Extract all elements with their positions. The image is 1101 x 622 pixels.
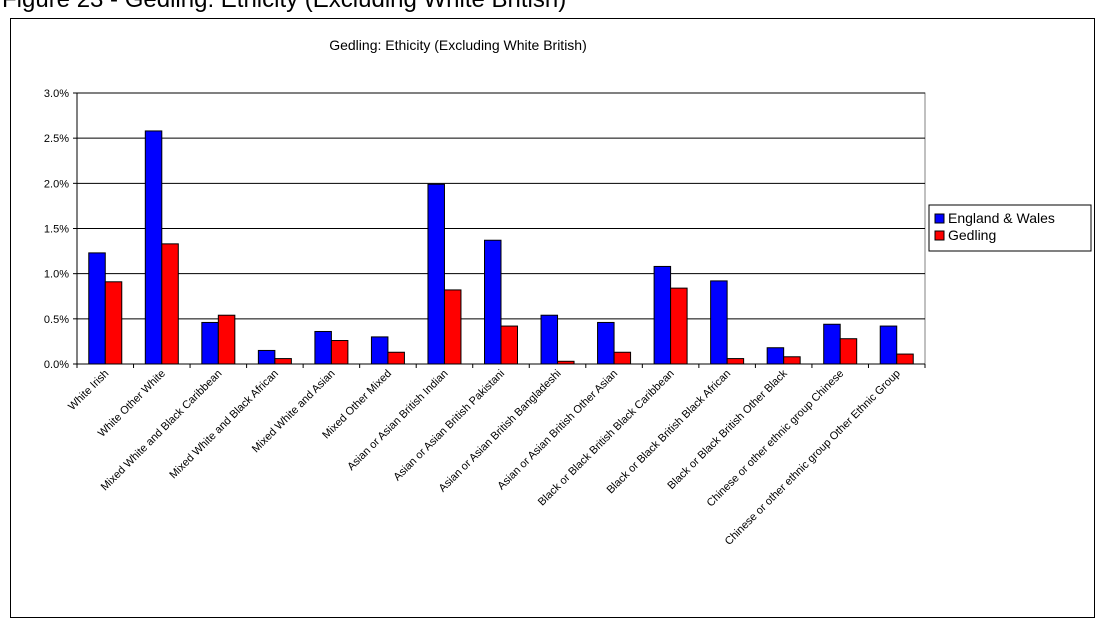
legend-swatch [934, 213, 945, 224]
y-axis: 0.0% 0.5% 1.0% 1.5% 2.0% 2.5% 3.0% [44, 88, 78, 371]
bar-england-wales [88, 252, 106, 365]
bar-england-wales [597, 321, 615, 365]
bar-gedling [726, 358, 745, 365]
y-tick-label: 0.5% [44, 314, 69, 326]
bar-gedling [161, 243, 179, 365]
bar-gedling [896, 353, 914, 365]
bar-gedling [274, 358, 292, 365]
bar-gedling [104, 281, 123, 365]
x-tick-label: White Irish [66, 368, 111, 413]
bar-gedling [330, 340, 349, 365]
bar-england-wales [144, 130, 163, 365]
y-tick-label: 2.0% [44, 178, 69, 190]
bar-england-wales [879, 325, 898, 365]
bar-gedling [613, 351, 632, 365]
bar-england-wales [314, 330, 332, 365]
bar-gedling [783, 356, 801, 365]
bar-england-wales [427, 183, 445, 365]
y-tick-label: 1.5% [44, 224, 69, 236]
x-tick-label: Mixed White and Black African [167, 368, 281, 482]
x-tick-label: Asian or Asian British Indian [345, 368, 450, 473]
bar-england-wales [370, 336, 389, 365]
y-tick-label: 2.5% [44, 133, 69, 145]
bar-england-wales [201, 321, 219, 365]
y-tick-label: 3.0% [44, 88, 69, 100]
x-tick-label: Black or Black British Other Black [665, 367, 790, 492]
legend-label: England & Wales [948, 210, 1055, 226]
bar-england-wales [540, 314, 559, 365]
chart-frame: Gedling: Ethicity (Excluding White Briti… [10, 18, 1095, 618]
legend-box [928, 204, 1092, 252]
y-tick-label: 1.0% [44, 269, 69, 281]
bar-gedling [839, 338, 858, 365]
x-tick-label: Asian or Asian British Other Asian [495, 368, 620, 493]
bar-england-wales [257, 349, 276, 365]
bar-gedling [670, 287, 688, 365]
bar-england-wales [484, 239, 502, 365]
bar-gedling [387, 351, 405, 365]
bar-gedling [217, 314, 236, 365]
bar-england-wales [766, 347, 785, 365]
x-tick-label: Black or Black British Black African [605, 368, 734, 497]
bars [88, 130, 914, 365]
figure-caption: Figure 23 - Gedling: Ethicity (Excluding… [2, 0, 566, 14]
x-tick-label: Mixed White and Black Caribbean [99, 368, 225, 494]
x-tick-label: Asian or Asian British Pakistani [391, 368, 507, 484]
x-tick-label: Asian or Asian British Bangladeshi [437, 368, 564, 495]
chart-title: Gedling: Ethicity (Excluding White Briti… [329, 37, 587, 53]
bar-england-wales [653, 265, 672, 365]
legend-swatch [934, 230, 945, 241]
bar-england-wales [710, 280, 728, 365]
bar-gedling [500, 325, 518, 365]
legend-label: Gedling [948, 227, 996, 243]
bar-england-wales [823, 323, 841, 365]
bar-chart: Gedling: Ethicity (Excluding White Briti… [44, 37, 1092, 548]
y-tick-label: 0.0% [44, 359, 69, 371]
bar-gedling [443, 289, 462, 365]
